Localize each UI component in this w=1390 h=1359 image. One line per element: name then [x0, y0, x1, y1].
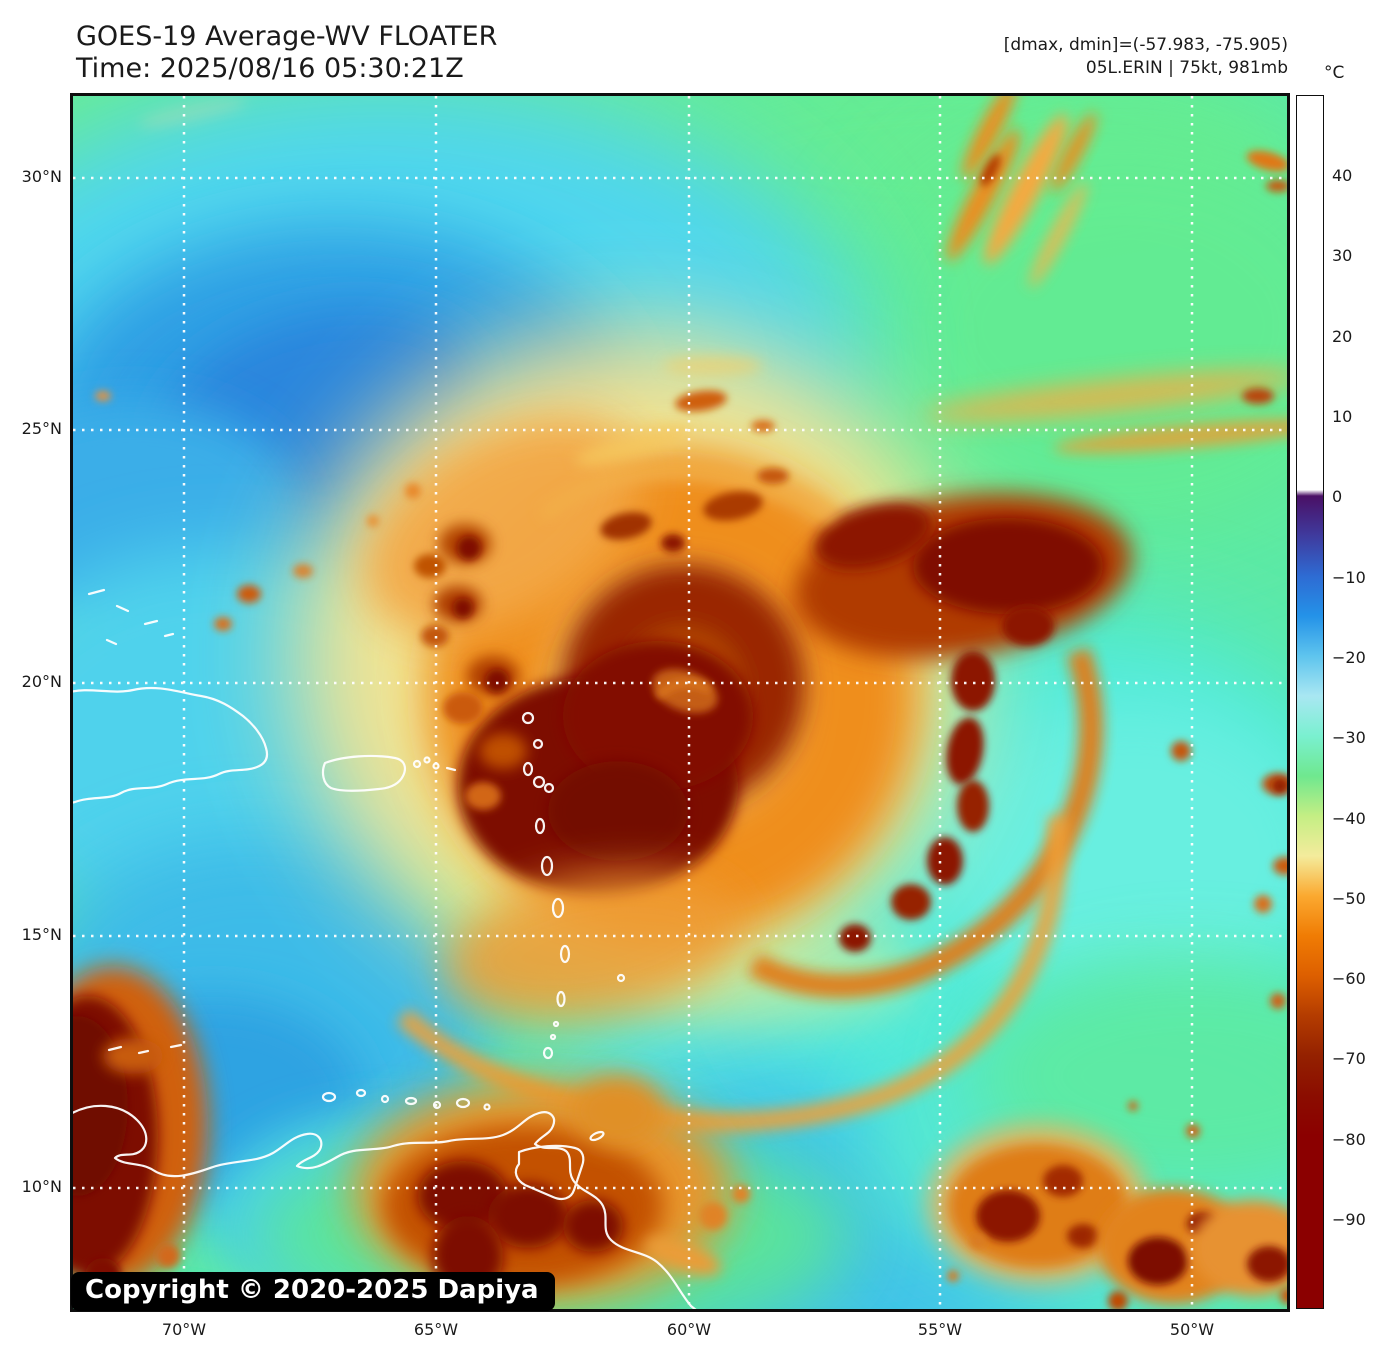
lat-tick-20n: 20°N	[21, 672, 62, 691]
colorbar-tick: 0	[1332, 487, 1343, 506]
colorbar-tick: −90	[1332, 1210, 1366, 1229]
lon-tick-65w: 65°W	[413, 1320, 459, 1339]
coastlines	[73, 588, 697, 1309]
wv-imagery	[73, 96, 1287, 1309]
lon-tick-50w: 50°W	[1169, 1320, 1215, 1339]
lat-tick-25n: 25°N	[21, 419, 62, 438]
copyright-badge: Copyright © 2020-2025 Dapiya	[71, 1272, 555, 1311]
lon-tick-55w: 55°W	[917, 1320, 963, 1339]
lat-tick-15n: 15°N	[21, 925, 62, 944]
colorbar-unit-label: °C	[1324, 63, 1345, 83]
lon-tick-60w: 60°W	[666, 1320, 712, 1339]
colorbar-tick: −60	[1332, 969, 1366, 988]
timestamp: Time: 2025/08/16 05:30:21Z	[76, 53, 464, 84]
colorbar-tick: −20	[1332, 648, 1366, 667]
colorbar-tick: −40	[1332, 809, 1366, 828]
satellite-map: Copyright © 2020-2025 Dapiya	[70, 93, 1290, 1312]
data-range-label: [dmax, dmin]=(-57.983, -75.905)	[1003, 35, 1288, 55]
colorbar-tick: −50	[1332, 889, 1366, 908]
colorbar-tick: 30	[1332, 246, 1353, 265]
colorbar-tick: −70	[1332, 1049, 1366, 1068]
colorbar-tick: −10	[1332, 568, 1366, 587]
outer-convection	[73, 96, 1287, 1309]
page-title: GOES-19 Average-WV FLOATER	[76, 21, 498, 52]
colorbar-tick: 10	[1332, 407, 1353, 426]
storm-info-label: 05L.ERIN | 75kt, 981mb	[1085, 58, 1288, 78]
lat-tick-30n: 30°N	[21, 167, 62, 186]
colorbar-tick: 40	[1332, 166, 1353, 185]
lat-tick-10n: 10°N	[21, 1177, 62, 1196]
storm-erin	[214, 326, 1132, 1133]
colorbar-tick: 20	[1332, 327, 1353, 346]
colorbar	[1296, 95, 1324, 1309]
colorbar-tick: −80	[1332, 1130, 1366, 1149]
colorbar-tick: −30	[1332, 728, 1366, 747]
lon-tick-70w: 70°W	[161, 1320, 207, 1339]
